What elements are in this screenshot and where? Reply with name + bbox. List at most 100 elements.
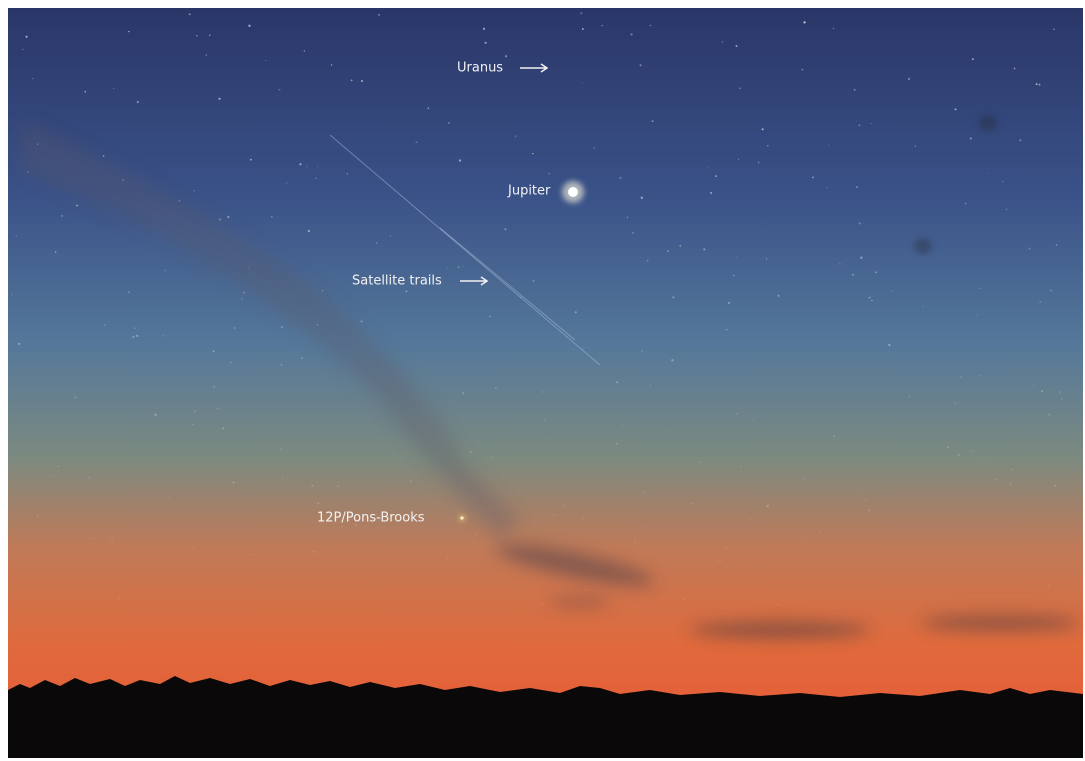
- star: [46, 559, 47, 560]
- star: [751, 519, 752, 520]
- star: [306, 166, 307, 167]
- star: [563, 505, 565, 507]
- star: [233, 327, 235, 329]
- star: [74, 397, 76, 399]
- star: [736, 45, 738, 47]
- star: [733, 275, 734, 276]
- star: [869, 297, 871, 299]
- star: [888, 344, 890, 346]
- star: [132, 336, 134, 338]
- star: [111, 541, 112, 542]
- star: [652, 120, 654, 122]
- star: [1059, 391, 1061, 393]
- star: [630, 33, 632, 35]
- star: [1039, 84, 1041, 86]
- star: [541, 603, 543, 605]
- star: [988, 173, 989, 174]
- star: [908, 78, 910, 80]
- star: [206, 54, 207, 55]
- star: [37, 515, 39, 517]
- star: [457, 576, 459, 578]
- star: [222, 427, 224, 429]
- star: [728, 302, 730, 304]
- star: [915, 145, 916, 146]
- star: [299, 163, 301, 165]
- star: [459, 159, 461, 161]
- star: [984, 457, 985, 458]
- star: [458, 266, 460, 268]
- star: [622, 425, 623, 426]
- star: [803, 21, 805, 23]
- star: [504, 228, 506, 230]
- star: [128, 291, 130, 293]
- star: [1029, 248, 1031, 250]
- star: [1002, 181, 1003, 182]
- star: [860, 257, 862, 259]
- star: [804, 479, 806, 481]
- star: [641, 197, 643, 199]
- star: [118, 597, 120, 599]
- star: [72, 537, 73, 538]
- star: [649, 385, 651, 387]
- star: [243, 291, 245, 293]
- star: [736, 413, 737, 414]
- star: [104, 324, 106, 326]
- star: [301, 357, 303, 359]
- star: [634, 540, 636, 542]
- star: [351, 79, 353, 81]
- star: [954, 402, 955, 403]
- star: [317, 166, 318, 167]
- star: [575, 311, 577, 313]
- star: [347, 173, 348, 174]
- star: [641, 350, 643, 352]
- star: [25, 36, 27, 38]
- star: [230, 362, 232, 364]
- star: [271, 216, 273, 218]
- star: [76, 205, 78, 207]
- star: [861, 489, 862, 490]
- page: Uranus Jupiter Satellite trails 12P/Pons…: [0, 0, 1085, 761]
- star: [189, 13, 191, 15]
- star: [317, 502, 319, 504]
- sensor-spot: [914, 238, 932, 254]
- star: [854, 89, 856, 91]
- star: [196, 35, 198, 37]
- star: [1019, 139, 1021, 141]
- star: [715, 175, 717, 177]
- star: [649, 25, 651, 27]
- star: [11, 294, 13, 296]
- star: [859, 124, 861, 126]
- star: [1054, 485, 1056, 487]
- star: [509, 365, 510, 366]
- star: [1053, 28, 1055, 30]
- star: [378, 14, 380, 16]
- star: [922, 306, 923, 307]
- star: [619, 177, 621, 179]
- star: [726, 567, 728, 569]
- star: [691, 502, 693, 504]
- star: [580, 12, 582, 14]
- star: [970, 137, 972, 139]
- star: [113, 88, 114, 89]
- star: [582, 517, 584, 519]
- star: [642, 525, 643, 526]
- star: [1014, 68, 1016, 70]
- star: [219, 98, 221, 100]
- star: [859, 222, 861, 224]
- star: [50, 476, 51, 477]
- star: [960, 376, 961, 377]
- star: [871, 123, 872, 124]
- star: [947, 447, 949, 449]
- star: [88, 477, 90, 479]
- star: [341, 526, 342, 527]
- star: [738, 159, 739, 160]
- star: [572, 542, 573, 543]
- star: [1036, 83, 1038, 85]
- star: [475, 533, 477, 535]
- star: [856, 186, 858, 188]
- star: [193, 548, 194, 549]
- star: [1048, 585, 1050, 587]
- star: [739, 87, 741, 89]
- star: [1050, 289, 1052, 291]
- star: [470, 451, 472, 453]
